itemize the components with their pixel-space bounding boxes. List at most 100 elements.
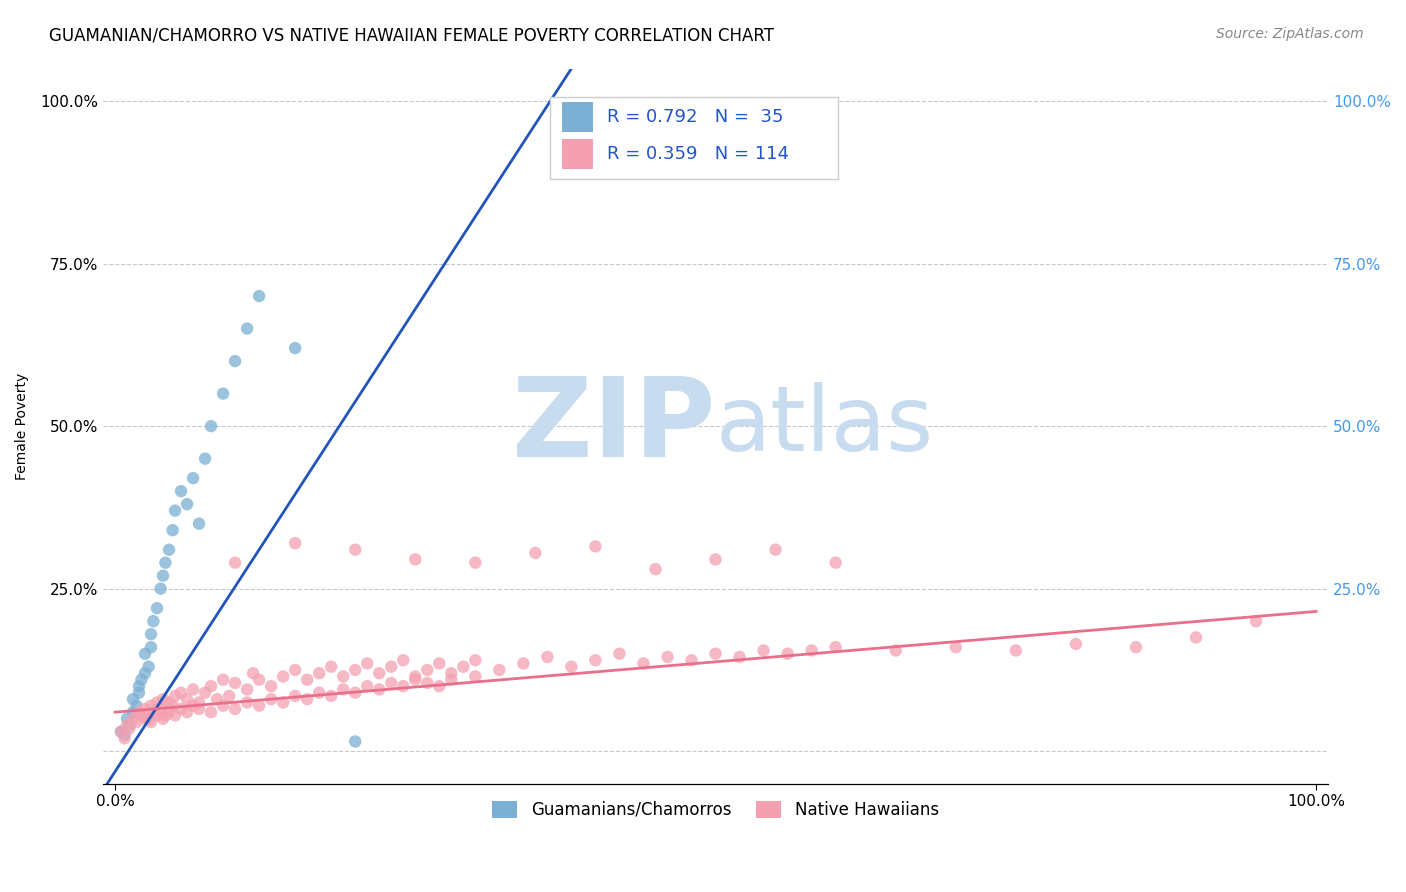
Point	[512, 657, 534, 671]
Point	[142, 614, 165, 628]
Point	[212, 673, 235, 687]
Point	[170, 702, 193, 716]
Point	[200, 419, 222, 434]
Text: R = 0.792   N =  35: R = 0.792 N = 35	[606, 108, 783, 126]
Point	[356, 657, 378, 671]
Point	[247, 673, 270, 687]
Point	[114, 728, 136, 742]
Legend: Guamanians/Chamorros, Native Hawaiians: Guamanians/Chamorros, Native Hawaiians	[485, 794, 945, 825]
Point	[609, 647, 631, 661]
Point	[321, 689, 343, 703]
Point	[181, 698, 204, 713]
Point	[176, 497, 198, 511]
Point	[128, 679, 150, 693]
Point	[332, 669, 354, 683]
Point	[152, 712, 174, 726]
Point	[368, 682, 391, 697]
Point	[242, 666, 264, 681]
Point	[218, 689, 240, 703]
Point	[152, 692, 174, 706]
Point	[125, 698, 148, 713]
Point	[110, 724, 132, 739]
Point	[536, 649, 558, 664]
Bar	[550, 97, 838, 179]
Y-axis label: Female Poverty: Female Poverty	[15, 373, 30, 480]
Point	[344, 734, 367, 748]
Point	[392, 653, 415, 667]
Bar	[562, 102, 593, 132]
Point	[440, 666, 463, 681]
Point	[163, 708, 186, 723]
Point	[344, 542, 367, 557]
Point	[162, 698, 184, 713]
Point	[157, 705, 180, 719]
Point	[271, 696, 294, 710]
Point	[212, 386, 235, 401]
Point	[194, 686, 217, 700]
Point	[139, 714, 162, 729]
Point	[560, 659, 582, 673]
Text: atlas: atlas	[716, 382, 934, 470]
Point	[321, 659, 343, 673]
Point	[1125, 640, 1147, 655]
Point	[824, 640, 846, 655]
Point	[138, 712, 160, 726]
Point	[284, 663, 307, 677]
Text: R = 0.359   N = 114: R = 0.359 N = 114	[606, 145, 789, 162]
Point	[404, 669, 426, 683]
Point	[404, 552, 426, 566]
Point	[176, 692, 198, 706]
Point	[122, 712, 145, 726]
Point	[704, 647, 727, 661]
Point	[440, 673, 463, 687]
Point	[139, 640, 162, 655]
Point	[344, 663, 367, 677]
Point	[128, 705, 150, 719]
Point	[464, 556, 486, 570]
Point	[134, 702, 156, 716]
Point	[308, 686, 330, 700]
Point	[131, 673, 153, 687]
Point	[633, 657, 655, 671]
Point	[295, 673, 318, 687]
Point	[247, 289, 270, 303]
Point	[1244, 614, 1267, 628]
Point	[138, 659, 160, 673]
Point	[205, 692, 228, 706]
Point	[295, 692, 318, 706]
Point	[134, 647, 156, 661]
Point	[134, 666, 156, 681]
Point	[131, 708, 153, 723]
Point	[163, 503, 186, 517]
Point	[149, 702, 172, 716]
Point	[427, 679, 450, 693]
Point	[139, 627, 162, 641]
Point	[284, 536, 307, 550]
Point	[260, 692, 283, 706]
Point	[212, 698, 235, 713]
Point	[155, 708, 177, 723]
Point	[139, 698, 162, 713]
Point	[224, 702, 246, 716]
Point	[344, 686, 367, 700]
Point	[247, 698, 270, 713]
Point	[585, 653, 607, 667]
Text: GUAMANIAN/CHAMORRO VS NATIVE HAWAIIAN FEMALE POVERTY CORRELATION CHART: GUAMANIAN/CHAMORRO VS NATIVE HAWAIIAN FE…	[49, 27, 775, 45]
Point	[162, 523, 184, 537]
Point	[152, 568, 174, 582]
Point	[176, 705, 198, 719]
Point	[427, 657, 450, 671]
Point	[1185, 631, 1208, 645]
Point	[1064, 637, 1087, 651]
Point	[146, 708, 169, 723]
Point	[146, 696, 169, 710]
Point	[765, 542, 787, 557]
Point	[776, 647, 799, 661]
Point	[752, 643, 775, 657]
Point	[224, 354, 246, 368]
Point	[149, 582, 172, 596]
Point	[464, 669, 486, 683]
Point	[945, 640, 967, 655]
Point	[824, 556, 846, 570]
Point	[115, 718, 138, 732]
